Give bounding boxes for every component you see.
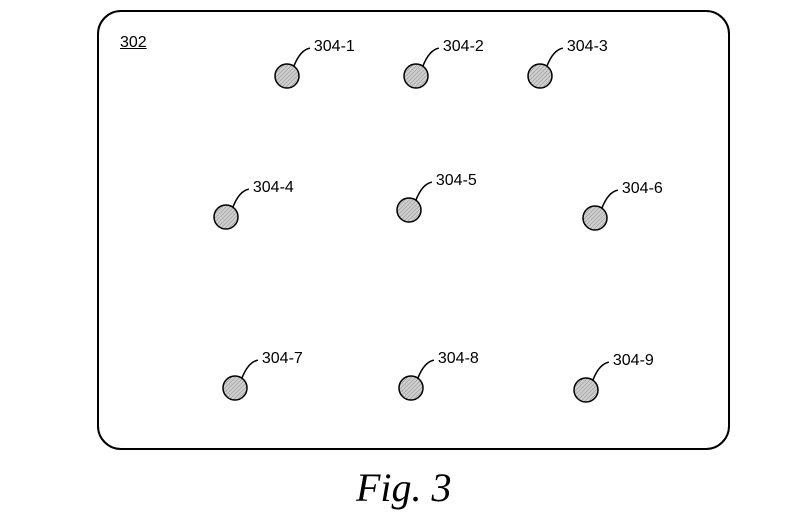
dot-icon <box>274 63 300 89</box>
point-label: 304-4 <box>253 179 294 197</box>
point-label: 304-3 <box>567 38 608 56</box>
dot-icon <box>527 63 553 89</box>
dot-icon <box>396 197 422 223</box>
dot-icon <box>213 204 239 230</box>
point-label: 304-8 <box>438 350 479 368</box>
point-label: 304-5 <box>436 172 477 190</box>
figure-caption: Fig. 3 <box>356 464 452 511</box>
dot-icon <box>582 205 608 231</box>
frame-reference-label: 302 <box>120 34 147 52</box>
point-label: 304-2 <box>443 38 484 56</box>
dot-icon <box>222 375 248 401</box>
dot-icon <box>403 63 429 89</box>
dot-icon <box>398 375 424 401</box>
point-label: 304-9 <box>613 352 654 370</box>
point-label: 304-1 <box>314 38 355 56</box>
point-label: 304-7 <box>262 350 303 368</box>
point-label: 304-6 <box>622 180 663 198</box>
dot-icon <box>573 377 599 403</box>
